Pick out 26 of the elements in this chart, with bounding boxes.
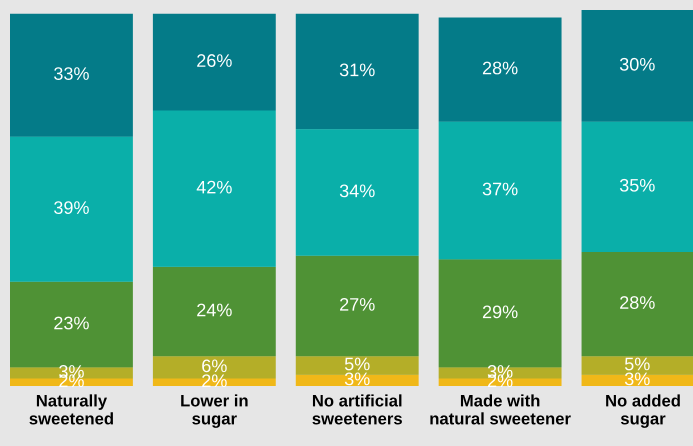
data-label: 26%: [197, 54, 232, 67]
data-label: 30%: [620, 58, 655, 71]
x-tick-label: Made with natural sweetener: [430, 394, 571, 425]
data-label: 42%: [196, 180, 232, 194]
x-tick-label: Naturally sweetened: [29, 394, 113, 425]
data-label: 2%: [202, 374, 227, 388]
data-label: 33%: [54, 67, 89, 80]
x-tick-label: No artificial sweeteners: [312, 394, 402, 425]
data-label: 34%: [340, 184, 375, 198]
data-label: 5%: [624, 358, 650, 370]
data-label: 3%: [344, 372, 370, 386]
data-label: 28%: [482, 62, 518, 74]
data-label: 27%: [340, 298, 375, 311]
x-tick-label: Lower in sugar: [181, 394, 248, 428]
data-label: 28%: [620, 296, 655, 309]
data-label: 6%: [202, 359, 227, 372]
data-label: 37%: [482, 182, 518, 196]
data-label: 3%: [624, 372, 650, 386]
data-label: 24%: [197, 304, 232, 316]
x-tick-label: No added sugar: [606, 394, 680, 428]
data-label: 5%: [344, 358, 370, 370]
data-label: 39%: [54, 201, 89, 214]
data-label: 29%: [482, 305, 518, 318]
data-label: 31%: [340, 63, 375, 76]
data-label: 23%: [54, 316, 89, 330]
data-label: 35%: [620, 178, 655, 192]
